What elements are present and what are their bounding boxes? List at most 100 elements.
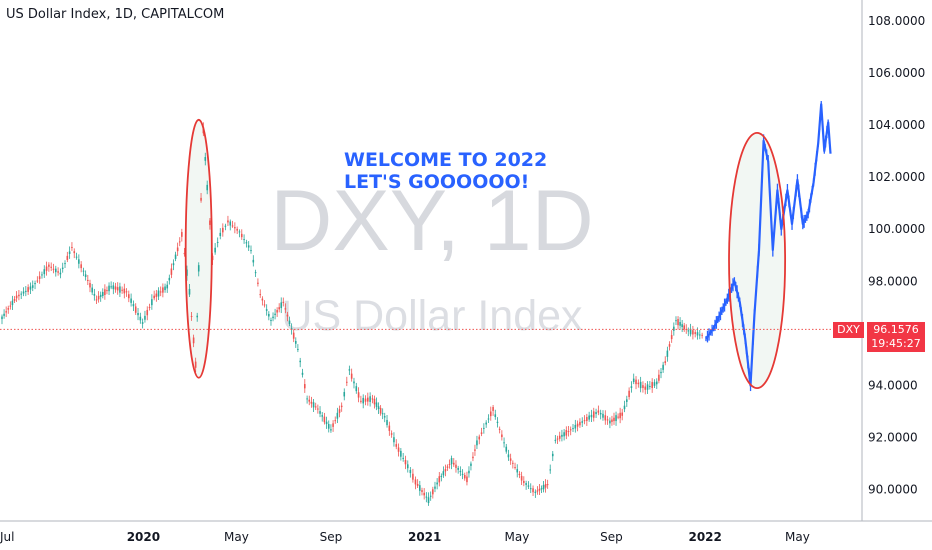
- candle-body: [406, 464, 409, 469]
- candle-body: [694, 332, 697, 334]
- candle-body: [338, 409, 341, 413]
- candle-body: [615, 415, 617, 422]
- candle-body: [325, 421, 328, 425]
- candle-body: [116, 287, 119, 291]
- candle-body: [250, 250, 252, 252]
- candle-body: [386, 419, 388, 426]
- candle-body: [110, 286, 112, 288]
- candle-body: [190, 315, 193, 317]
- candle-body: [319, 411, 321, 414]
- candle-body: [470, 463, 472, 466]
- candle-body: [689, 328, 692, 335]
- candle-body: [236, 228, 238, 231]
- candle-body: [343, 392, 346, 397]
- candle-body: [606, 419, 609, 421]
- candle-body: [362, 397, 365, 404]
- candle-body: [436, 482, 438, 485]
- candle-body: [397, 447, 400, 452]
- watermark-name: US Dollar Index: [281, 292, 583, 340]
- candle-body: [259, 294, 262, 296]
- candle-body: [234, 227, 236, 229]
- x-axis: Jul 2020 May Sep 2021 May Sep 2022 May: [0, 530, 810, 544]
- price-tag-countdown: 19:45:27: [871, 337, 921, 350]
- candle-body: [569, 429, 572, 431]
- candle-body: [489, 411, 492, 417]
- candle-body: [646, 384, 649, 390]
- candle-body: [108, 285, 110, 292]
- candle-body: [82, 270, 85, 272]
- candle-body: [609, 420, 611, 424]
- candle-body: [153, 295, 155, 299]
- candle-body: [183, 252, 186, 255]
- candle-body: [604, 415, 607, 421]
- candle-body: [421, 490, 423, 492]
- highlight-ellipses: [184, 118, 787, 390]
- candle-body: [681, 324, 683, 328]
- candle-body: [357, 392, 360, 398]
- candle-body: [444, 469, 447, 472]
- candle-body: [310, 401, 313, 404]
- candle-body: [222, 227, 224, 233]
- candle-body: [483, 427, 485, 429]
- candle-body: [434, 486, 436, 489]
- candle-body: [540, 488, 543, 490]
- candle-body: [353, 381, 355, 384]
- candle-body: [91, 287, 93, 293]
- candle-body: [240, 233, 243, 238]
- candle-body: [299, 360, 301, 363]
- y-tick-label: 108.0000: [868, 14, 925, 28]
- candle-body: [677, 319, 679, 326]
- candle-body: [321, 415, 324, 417]
- candle-body: [11, 300, 14, 306]
- watermark-symbol: DXY, 1D: [270, 173, 593, 269]
- candle-body: [334, 420, 337, 422]
- candle-body: [446, 466, 449, 468]
- candle-body: [29, 286, 32, 290]
- candle-body: [621, 412, 623, 416]
- candle-body: [507, 454, 510, 458]
- candle-body: [400, 450, 402, 457]
- candle-body: [270, 320, 272, 322]
- candle-body: [48, 264, 50, 267]
- candle-body: [170, 268, 173, 275]
- candle-body: [247, 245, 250, 248]
- candle-body: [512, 462, 514, 464]
- candle-body: [224, 225, 227, 227]
- candle-body: [699, 334, 701, 336]
- candle-body: [97, 296, 100, 300]
- candle-body: [630, 386, 633, 388]
- candle-body: [68, 251, 71, 254]
- candle-body: [561, 434, 563, 437]
- candle-body: [532, 488, 534, 493]
- candle-body: [416, 484, 419, 486]
- candle-body: [393, 437, 395, 443]
- candle-body: [196, 315, 199, 318]
- candle-body: [536, 490, 539, 492]
- y-tick-label: 98.0000: [868, 274, 918, 288]
- candle-body: [649, 386, 651, 388]
- candle-body: [227, 220, 229, 223]
- candle-body: [106, 290, 108, 292]
- candle-body: [308, 399, 311, 402]
- candle-body: [164, 286, 166, 291]
- x-tick-label: Jul: [0, 530, 14, 544]
- candle-body: [61, 267, 64, 269]
- candle-body: [404, 459, 407, 465]
- highlight-ellipse: [184, 118, 213, 379]
- candle-body: [549, 469, 552, 471]
- candle-body: [93, 293, 96, 296]
- candle-body: [558, 435, 561, 439]
- candle-body: [284, 308, 287, 310]
- candle-body: [45, 266, 48, 271]
- candle-body: [409, 469, 412, 474]
- candle-body: [474, 449, 476, 451]
- candle-body: [523, 480, 525, 483]
- candle-body: [22, 291, 25, 294]
- candle-body: [66, 255, 69, 260]
- candle-body: [144, 315, 146, 320]
- x-tick-label: May: [785, 530, 810, 544]
- candle-body: [637, 382, 640, 385]
- x-tick-label: Sep: [320, 530, 343, 544]
- candle-body: [642, 385, 644, 389]
- price-tag-symbol: DXY: [833, 322, 864, 338]
